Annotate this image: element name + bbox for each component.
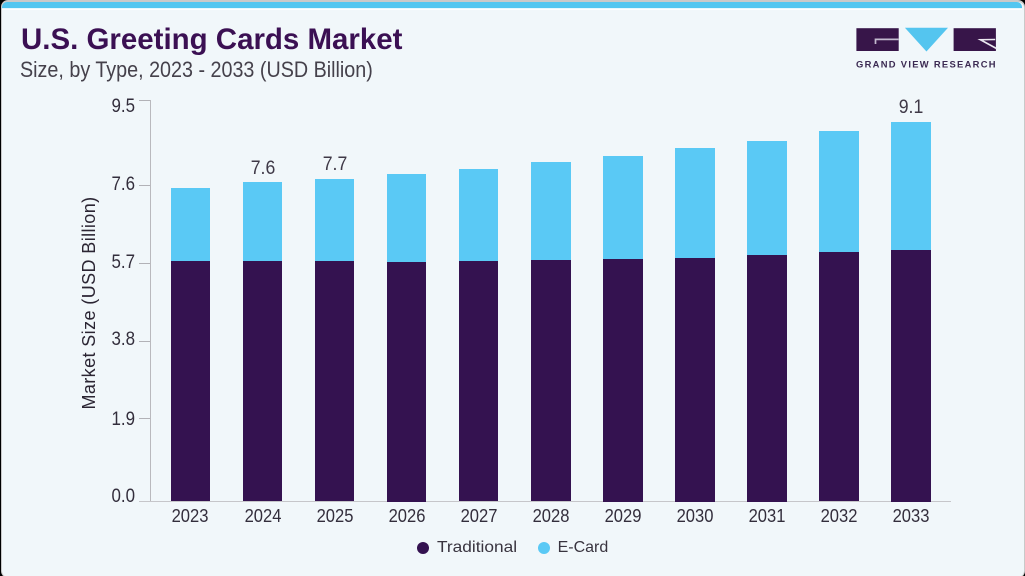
svg-text:GRAND VIEW RESEARCH: GRAND VIEW RESEARCH bbox=[856, 59, 997, 70]
